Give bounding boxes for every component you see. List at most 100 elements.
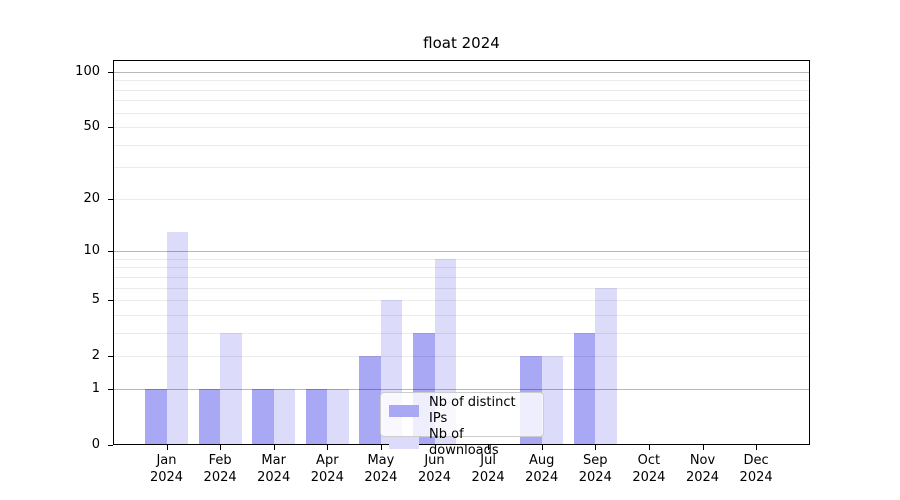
y-tick-label: 20 xyxy=(83,190,100,206)
x-tick-month: May xyxy=(367,453,395,468)
y-tick-mark xyxy=(108,388,113,390)
minor-gridline xyxy=(113,144,810,146)
major-gridline xyxy=(113,388,810,390)
x-tick-year: 2024 xyxy=(632,470,666,485)
bar-downloads xyxy=(166,231,188,445)
bar-distinct-ips xyxy=(145,388,167,445)
x-tick-year: 2024 xyxy=(578,470,612,485)
x-tick-mark xyxy=(327,445,329,450)
x-tick-label: May 2024 xyxy=(353,452,409,486)
minor-gridline xyxy=(113,332,810,334)
x-tick-mark xyxy=(434,445,436,450)
x-tick-mark xyxy=(166,445,168,450)
legend-swatch xyxy=(389,405,419,417)
minor-gridline xyxy=(113,267,810,269)
x-tick-month: Nov xyxy=(689,453,716,468)
y-tick-label: 100 xyxy=(75,64,100,79)
x-tick-mark xyxy=(756,445,758,450)
x-tick-month: Jan xyxy=(156,453,177,468)
minor-gridline xyxy=(113,127,810,129)
minor-gridline xyxy=(113,314,810,316)
x-tick-year: 2024 xyxy=(471,470,505,485)
y-tick-label: 0 xyxy=(91,437,100,452)
y-tick-label: 5 xyxy=(91,292,100,308)
x-tick-year: 2024 xyxy=(525,470,559,485)
x-tick-year: 2024 xyxy=(257,470,291,485)
x-tick-mark xyxy=(702,445,704,450)
x-tick-year: 2024 xyxy=(417,470,452,485)
plot-area xyxy=(113,60,810,445)
x-tick-label: Oct 2024 xyxy=(621,452,677,486)
minor-gridline xyxy=(113,80,810,82)
minor-gridline xyxy=(113,112,810,114)
y-tick-mark xyxy=(108,72,113,73)
y-tick-mark xyxy=(108,127,113,129)
x-tick-year: 2024 xyxy=(364,470,398,485)
x-tick-label: Aug 2024 xyxy=(514,452,570,486)
y-tick-mark xyxy=(108,251,113,253)
legend-label: Nb of downloads xyxy=(429,427,499,458)
major-gridline xyxy=(113,251,810,253)
major-gridline xyxy=(113,72,810,73)
x-tick-year: 2024 xyxy=(310,470,344,485)
bar-downloads xyxy=(273,388,296,445)
y-tick-label: 10 xyxy=(83,243,100,259)
x-tick-label: Mar 2024 xyxy=(246,452,302,486)
x-tick-year: 2024 xyxy=(149,470,184,485)
bar-distinct-ips xyxy=(359,356,381,445)
x-tick-year: 2024 xyxy=(685,470,720,485)
legend-label: Nb of distinct IPs xyxy=(429,395,516,426)
minor-gridline xyxy=(113,167,810,169)
y-tick-mark xyxy=(108,300,113,302)
x-tick-year: 2024 xyxy=(203,470,237,485)
minor-gridline xyxy=(113,198,810,200)
y-tick-mark xyxy=(108,445,113,446)
x-tick-label: Apr 2024 xyxy=(299,452,355,486)
legend-item-distinct-ips: Nb of distinct IPs xyxy=(389,395,535,427)
y-tick-label: 1 xyxy=(91,380,100,396)
x-tick-month: Mar xyxy=(261,453,286,468)
y-tick-label: 50 xyxy=(83,119,100,135)
x-tick-label: Sep 2024 xyxy=(567,452,623,486)
x-tick-mark xyxy=(220,445,222,450)
minor-gridline xyxy=(113,287,810,289)
minor-gridline xyxy=(113,300,810,302)
legend-swatch xyxy=(389,437,419,449)
legend-item-downloads: Nb of downloads xyxy=(389,427,535,459)
bar-downloads xyxy=(541,356,564,445)
bar-distinct-ips xyxy=(252,388,274,445)
x-tick-year: 2024 xyxy=(739,470,773,485)
bar-distinct-ips xyxy=(573,332,596,445)
x-tick-mark xyxy=(595,445,597,450)
x-tick-label: Jun 2024 xyxy=(407,452,463,486)
x-tick-month: Sep xyxy=(583,453,608,468)
y-tick-mark xyxy=(108,198,113,200)
x-tick-label: Feb 2024 xyxy=(192,452,248,486)
x-tick-month: Aug xyxy=(528,453,555,468)
bar-distinct-ips xyxy=(305,388,328,445)
bar-downloads xyxy=(220,332,242,445)
chart-title: float 2024 xyxy=(423,34,500,52)
x-tick-mark xyxy=(648,445,650,450)
x-tick-mark xyxy=(541,445,543,450)
minor-gridline xyxy=(113,89,810,91)
x-tick-mark xyxy=(273,445,275,450)
x-tick-month: Feb xyxy=(208,453,232,468)
x-tick-month: Jun xyxy=(424,453,445,468)
x-tick-mark xyxy=(488,445,490,450)
bar-distinct-ips xyxy=(198,388,221,445)
minor-gridline xyxy=(113,356,810,358)
y-tick-mark xyxy=(108,356,113,358)
x-tick-month: Dec xyxy=(743,453,769,468)
x-tick-mark xyxy=(380,445,382,450)
minor-gridline xyxy=(113,100,810,102)
bar-downloads xyxy=(595,287,617,445)
x-tick-label: Jan 2024 xyxy=(139,452,195,486)
y-tick-label: 2 xyxy=(91,348,100,364)
x-tick-label: Dec 2024 xyxy=(728,452,784,486)
minor-gridline xyxy=(113,276,810,278)
legend: Nb of distinct IPs Nb of downloads xyxy=(380,392,544,458)
plot-frame xyxy=(113,60,810,445)
x-tick-month: Jul xyxy=(480,453,496,468)
